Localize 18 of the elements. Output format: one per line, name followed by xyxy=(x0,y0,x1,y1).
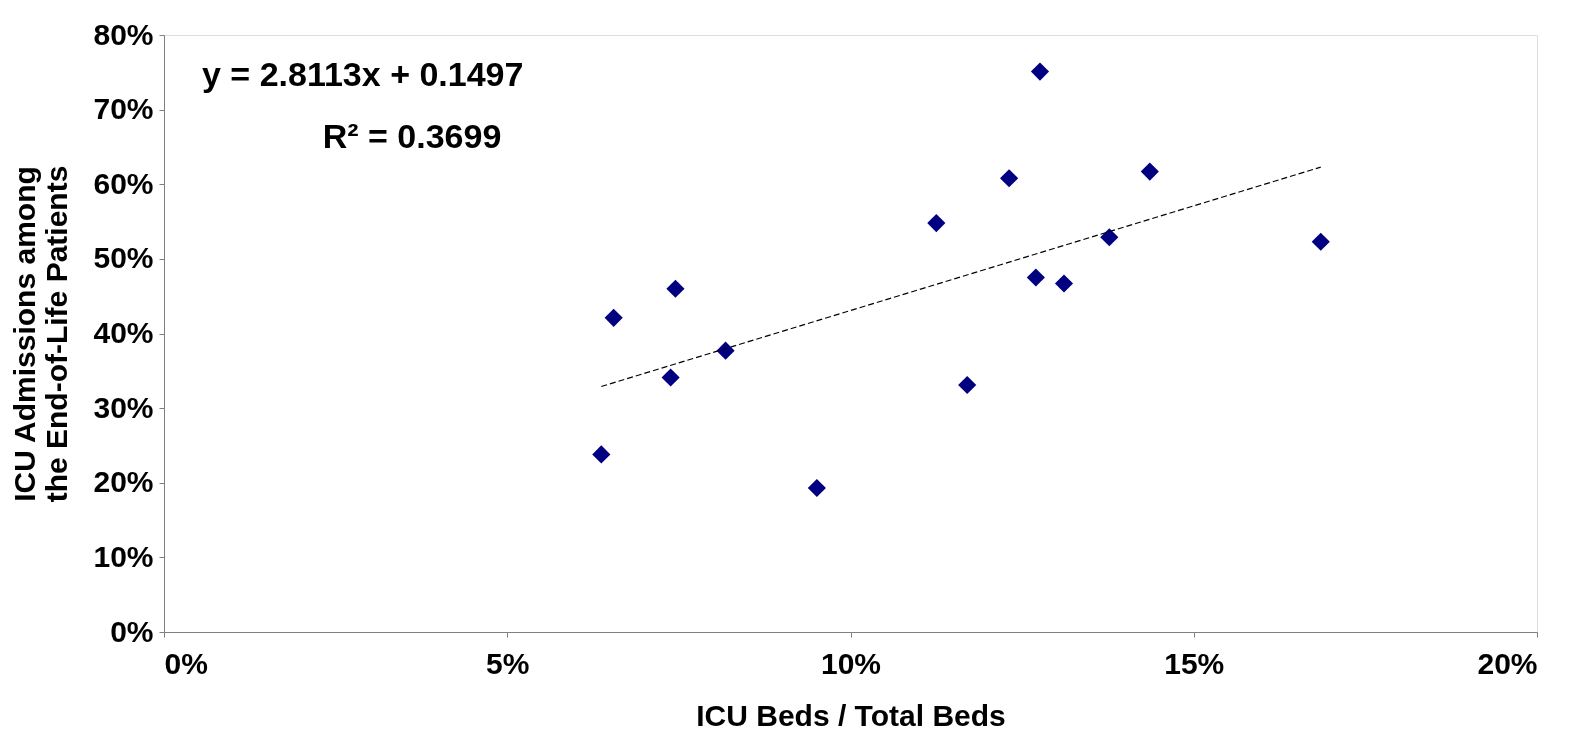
y-tick-label: 60% xyxy=(93,166,154,200)
y-tick-label: 80% xyxy=(93,17,154,51)
y-tick-label: 10% xyxy=(93,539,154,573)
y-tick-label: 0% xyxy=(110,614,154,648)
y-tick-label: 30% xyxy=(93,390,154,424)
y-tick-label: 50% xyxy=(93,241,154,275)
x-tick-label: 5% xyxy=(486,646,530,680)
x-tick-label: 15% xyxy=(1164,646,1225,680)
x-tick-label: 0% xyxy=(164,646,208,680)
annotation: R² = 0.3699 xyxy=(322,117,502,155)
y-tick-label: 70% xyxy=(93,92,154,126)
y-axis-title: ICU Admissions among the End-of-Life Patients xyxy=(8,165,74,503)
y-tick-label: 40% xyxy=(93,316,154,349)
x-axis-title: ICU Beds / Total Beds xyxy=(696,698,1006,732)
annotation: y = 2.8113x + 0.1497 xyxy=(202,55,524,93)
x-tick-label: 10% xyxy=(820,646,882,680)
y-tick-label: 20% xyxy=(93,465,154,499)
x-tick-label: 20% xyxy=(1477,646,1538,680)
